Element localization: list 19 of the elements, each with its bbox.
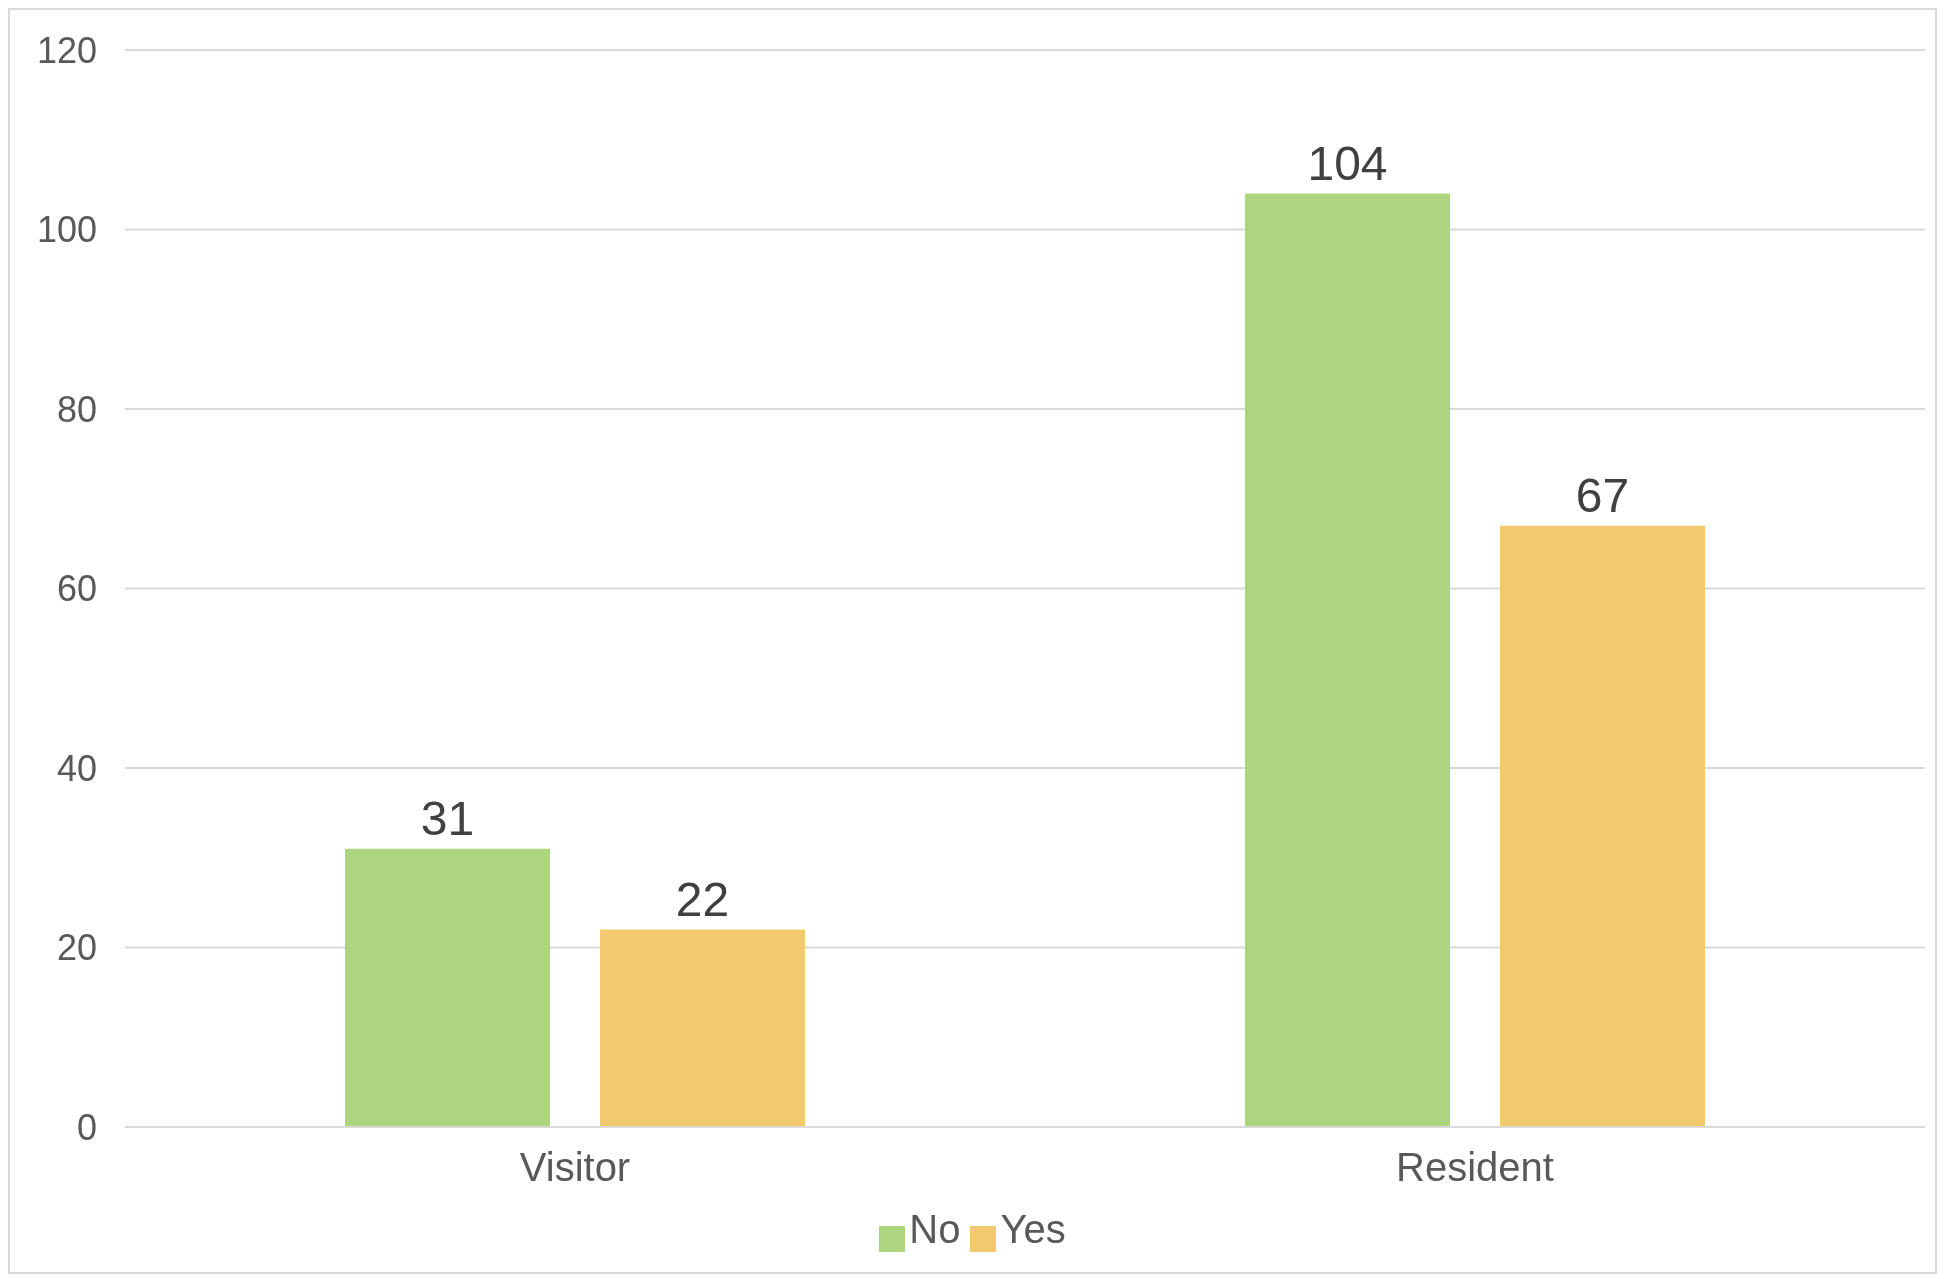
- y-tick-label: 80: [56, 388, 97, 430]
- data-label: 104: [1307, 136, 1388, 190]
- y-tick-label: 20: [56, 927, 97, 969]
- legend-label: No: [909, 1207, 961, 1251]
- bar: [1500, 525, 1705, 1127]
- bar: [600, 929, 805, 1127]
- y-tick-label: 120: [36, 29, 97, 71]
- bar: [1245, 193, 1450, 1127]
- x-tick-label: Resident: [1396, 1145, 1554, 1190]
- y-tick-label: 60: [56, 568, 97, 610]
- y-tick-label: 100: [36, 209, 97, 251]
- x-tick-label: Visitor: [519, 1145, 631, 1190]
- bar: [345, 848, 550, 1127]
- y-tick-label: 0: [76, 1106, 97, 1148]
- data-label: 22: [675, 872, 730, 926]
- data-label: 67: [1575, 468, 1630, 522]
- legend-label: Yes: [1000, 1207, 1066, 1251]
- y-tick-label: 40: [56, 747, 97, 789]
- data-label: 31: [420, 791, 475, 845]
